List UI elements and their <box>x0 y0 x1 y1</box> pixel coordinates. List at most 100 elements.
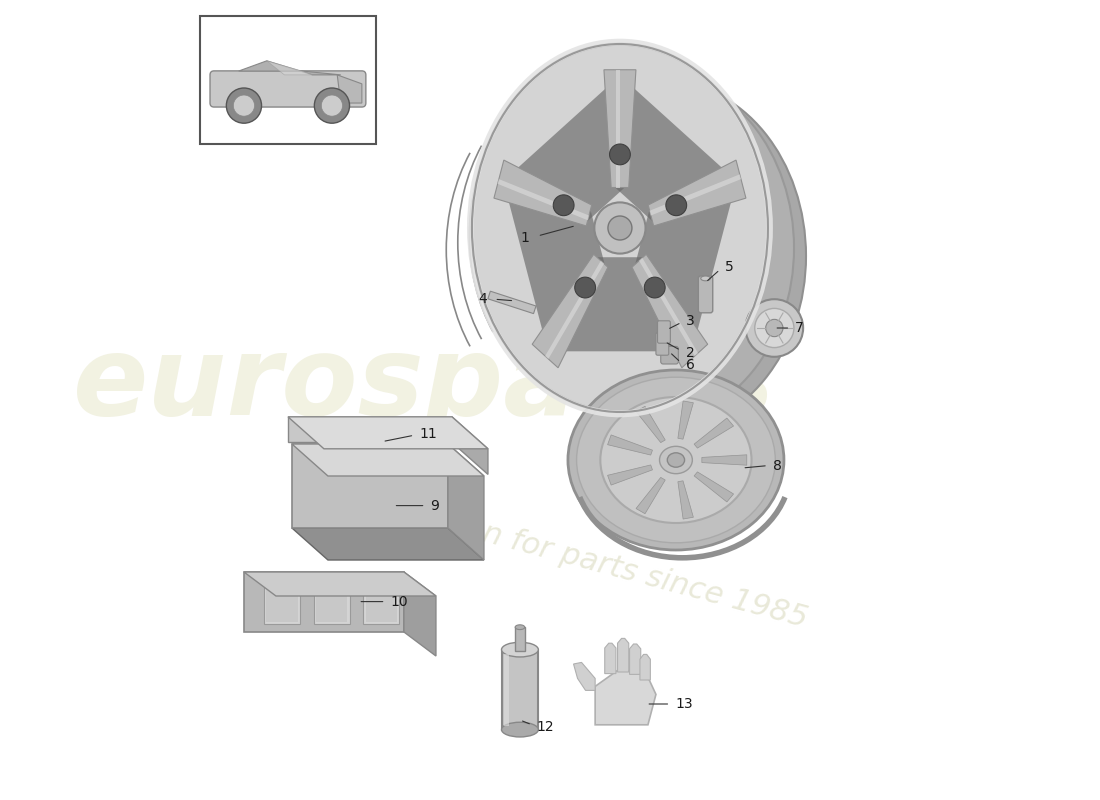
Polygon shape <box>650 174 741 215</box>
Polygon shape <box>607 465 652 485</box>
Ellipse shape <box>502 642 538 657</box>
Polygon shape <box>605 643 616 674</box>
Polygon shape <box>694 472 734 502</box>
Circle shape <box>608 216 631 240</box>
Circle shape <box>315 88 350 123</box>
Text: 3: 3 <box>686 314 695 328</box>
Text: 5: 5 <box>725 260 734 274</box>
Polygon shape <box>617 638 629 672</box>
Polygon shape <box>678 401 693 439</box>
Text: 1: 1 <box>520 231 529 246</box>
FancyBboxPatch shape <box>698 276 713 313</box>
Circle shape <box>553 195 574 216</box>
Bar <box>244 572 404 632</box>
Text: 11: 11 <box>419 426 437 441</box>
Circle shape <box>227 88 262 123</box>
FancyBboxPatch shape <box>656 333 669 355</box>
Polygon shape <box>694 418 734 448</box>
Polygon shape <box>604 70 636 187</box>
Ellipse shape <box>601 397 751 523</box>
Bar <box>316 584 348 622</box>
Polygon shape <box>448 444 484 560</box>
Ellipse shape <box>668 453 684 467</box>
Circle shape <box>666 195 686 216</box>
Circle shape <box>755 309 794 347</box>
Polygon shape <box>494 160 592 226</box>
Polygon shape <box>614 70 742 221</box>
Polygon shape <box>648 160 746 226</box>
Text: 8: 8 <box>772 458 782 473</box>
Polygon shape <box>607 435 652 455</box>
Polygon shape <box>629 644 640 674</box>
Ellipse shape <box>701 276 711 281</box>
Text: 4: 4 <box>478 292 487 306</box>
Bar <box>266 584 297 622</box>
Text: 6: 6 <box>686 358 695 372</box>
Polygon shape <box>239 61 341 75</box>
Ellipse shape <box>521 82 806 430</box>
Bar <box>515 627 525 651</box>
Circle shape <box>766 319 783 337</box>
Polygon shape <box>497 70 626 221</box>
Polygon shape <box>546 261 604 359</box>
Polygon shape <box>532 254 608 368</box>
Circle shape <box>574 277 595 298</box>
FancyBboxPatch shape <box>661 346 679 364</box>
Bar <box>292 444 448 528</box>
Bar <box>363 580 399 624</box>
Polygon shape <box>288 417 488 449</box>
Circle shape <box>645 277 665 298</box>
Ellipse shape <box>502 722 538 737</box>
Text: 7: 7 <box>795 321 804 335</box>
FancyBboxPatch shape <box>658 321 670 343</box>
Polygon shape <box>595 670 656 725</box>
Bar <box>288 417 452 442</box>
Text: eurospares: eurospares <box>73 330 776 438</box>
Bar <box>264 580 300 624</box>
Text: 9: 9 <box>430 498 439 513</box>
Circle shape <box>594 202 646 254</box>
Ellipse shape <box>510 74 794 422</box>
Ellipse shape <box>660 446 692 474</box>
Bar <box>504 654 508 726</box>
Ellipse shape <box>576 378 775 542</box>
Polygon shape <box>267 61 312 75</box>
Polygon shape <box>636 406 666 442</box>
Polygon shape <box>632 254 707 368</box>
Bar <box>314 580 350 624</box>
Polygon shape <box>500 171 605 361</box>
Bar <box>502 650 538 730</box>
Polygon shape <box>639 258 698 356</box>
Ellipse shape <box>515 625 525 630</box>
Polygon shape <box>497 179 588 220</box>
FancyBboxPatch shape <box>210 71 366 107</box>
Text: 10: 10 <box>390 594 408 609</box>
Polygon shape <box>292 444 484 476</box>
Polygon shape <box>488 291 536 314</box>
Polygon shape <box>404 572 436 656</box>
Circle shape <box>233 95 254 116</box>
Polygon shape <box>635 171 739 361</box>
Text: 12: 12 <box>536 720 553 734</box>
Circle shape <box>746 299 803 357</box>
Text: a passion for parts since 1985: a passion for parts since 1985 <box>358 486 811 634</box>
Polygon shape <box>573 662 595 690</box>
Circle shape <box>321 95 342 116</box>
Polygon shape <box>640 654 650 680</box>
Bar <box>365 584 397 622</box>
Polygon shape <box>338 75 362 103</box>
Bar <box>200 16 376 144</box>
Ellipse shape <box>568 370 784 550</box>
Polygon shape <box>452 417 488 474</box>
Text: 2: 2 <box>686 346 695 360</box>
Polygon shape <box>636 478 666 514</box>
Polygon shape <box>678 481 693 519</box>
Polygon shape <box>244 572 436 596</box>
Text: 13: 13 <box>675 697 693 711</box>
Polygon shape <box>616 70 620 187</box>
Circle shape <box>609 144 630 165</box>
Polygon shape <box>540 258 700 351</box>
Polygon shape <box>702 454 747 465</box>
Polygon shape <box>292 528 484 560</box>
Ellipse shape <box>472 44 768 412</box>
